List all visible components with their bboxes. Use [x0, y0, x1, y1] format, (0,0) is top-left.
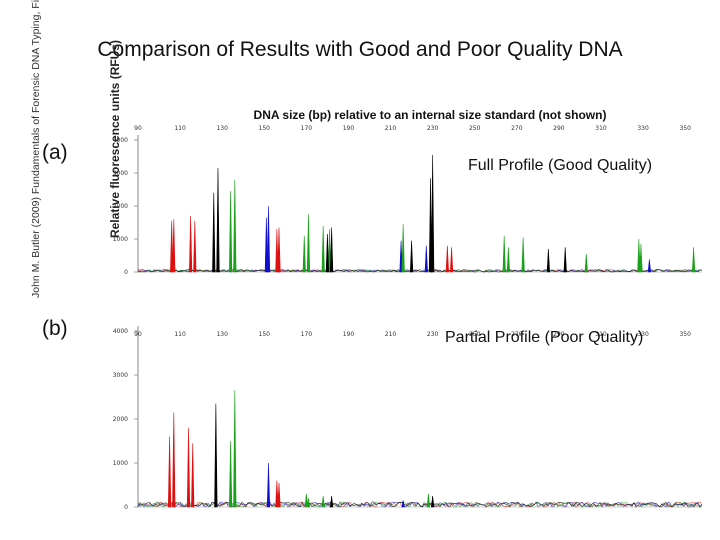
- green-allele-peak: [306, 498, 311, 508]
- y-tick-label: 2000: [113, 416, 128, 423]
- red-allele-peak: [277, 227, 281, 273]
- blue-allele-peak: [266, 205, 271, 273]
- blue-allele-peak: [264, 217, 268, 273]
- x-tick-label: 190: [343, 125, 355, 132]
- green-allele-peak: [304, 493, 308, 508]
- black-allele-peak: [428, 177, 433, 273]
- y-tick-label: 0: [124, 269, 128, 276]
- panel-b-label: (b): [42, 317, 68, 340]
- black-allele-peak: [409, 240, 414, 273]
- red-allele-peak: [275, 229, 279, 273]
- x-tick-label: 150: [259, 331, 271, 338]
- green-allele-peak: [426, 493, 431, 508]
- green-allele-peak: [401, 224, 405, 273]
- red-allele-peak: [445, 245, 449, 273]
- y-tick-label: 0: [124, 504, 128, 511]
- x-tick-label: 350: [679, 331, 691, 338]
- panel-b-note: Partial Profile (Poor Quality): [445, 329, 644, 346]
- blue-allele-peak: [647, 259, 652, 273]
- green-allele-peak: [521, 237, 525, 273]
- green-allele-peak: [233, 179, 237, 273]
- green-allele-peak: [321, 225, 325, 273]
- y-tick-label: 4000: [113, 328, 128, 335]
- green-allele-peak: [327, 229, 332, 273]
- panel-a-note: Full Profile (Good Quality): [468, 157, 653, 174]
- x-tick-label: 230: [427, 125, 439, 132]
- red-allele-peak: [186, 427, 191, 508]
- black-allele-peak: [563, 247, 567, 273]
- x-tick-label: 90: [134, 125, 142, 132]
- x-tick-label: 290: [553, 125, 565, 132]
- x-tick-label: 150: [259, 125, 271, 132]
- green-allele-peak: [506, 247, 511, 273]
- red-allele-peak: [172, 412, 176, 508]
- green-allele-peak: [228, 440, 233, 508]
- x-tick-label: 270: [511, 331, 523, 338]
- y-tick-label: 2000: [113, 203, 128, 210]
- x-tick-label: 330: [637, 331, 649, 338]
- x-tick-label: 310: [595, 331, 607, 338]
- x-tick-label: 210: [385, 125, 397, 132]
- red-allele-peak: [189, 215, 193, 273]
- x-tick-label: 210: [385, 331, 397, 338]
- black-allele-peak: [212, 192, 216, 273]
- panel-a-label: (a): [42, 141, 68, 164]
- x-tick-label: 130: [216, 331, 228, 338]
- blue-allele-peak: [401, 500, 405, 508]
- green-allele-peak: [228, 191, 233, 273]
- green-allele-peak: [321, 495, 325, 508]
- black-allele-peak: [430, 495, 435, 508]
- black-allele-peak: [214, 403, 218, 508]
- black-allele-peak: [546, 248, 550, 273]
- black-allele-peak: [431, 154, 435, 273]
- green-allele-peak: [639, 243, 643, 273]
- black-allele-peak: [216, 168, 220, 273]
- red-allele-peak: [275, 480, 279, 508]
- y-tick-label: 1000: [113, 460, 128, 467]
- red-allele-peak: [277, 482, 281, 508]
- x-tick-label: 330: [637, 125, 649, 132]
- black-allele-peak: [330, 227, 334, 273]
- blue-allele-peak: [424, 245, 428, 273]
- x-tick-label: 230: [427, 331, 439, 338]
- y-tick-label: 4000: [113, 137, 128, 144]
- y-tick-label: 1000: [113, 236, 128, 243]
- blue-allele-peak: [266, 462, 271, 508]
- x-tick-label: 290: [553, 331, 565, 338]
- x-tick-label: 130: [216, 125, 228, 132]
- green-allele-peak: [502, 235, 506, 273]
- y-tick-label: 3000: [113, 372, 128, 379]
- x-tick-label: 190: [343, 331, 355, 338]
- red-allele-peak: [167, 436, 172, 508]
- x-tick-label: 250: [469, 331, 481, 338]
- red-allele-peak: [172, 219, 176, 273]
- slide-title: Comparison of Results with Good and Poor…: [97, 38, 623, 61]
- x-tick-label: 170: [301, 331, 313, 338]
- green-allele-peak: [302, 235, 306, 273]
- x-tick-label: 270: [511, 125, 523, 132]
- black-allele-peak: [325, 234, 330, 273]
- green-allele-peak: [584, 253, 588, 273]
- green-allele-peak: [306, 214, 311, 273]
- green-allele-peak: [691, 247, 696, 273]
- green-allele-peak: [233, 390, 237, 508]
- x-tick-label: 350: [679, 125, 691, 132]
- black-allele-peak: [329, 495, 334, 508]
- x-tick-label: 170: [301, 125, 313, 132]
- y-tick-label: 3000: [113, 170, 128, 177]
- red-allele-peak: [191, 443, 195, 508]
- green-allele-peak: [637, 238, 641, 273]
- red-allele-peak: [449, 247, 454, 273]
- x-axis-label: DNA size (bp) relative to an internal si…: [253, 108, 607, 122]
- blue-allele-peak: [399, 240, 403, 273]
- red-allele-peak: [170, 220, 174, 273]
- x-tick-label: 110: [174, 125, 186, 132]
- x-tick-label: 250: [469, 125, 481, 132]
- x-tick-label: 110: [174, 331, 186, 338]
- x-tick-label: 310: [595, 125, 607, 132]
- red-allele-peak: [193, 220, 197, 273]
